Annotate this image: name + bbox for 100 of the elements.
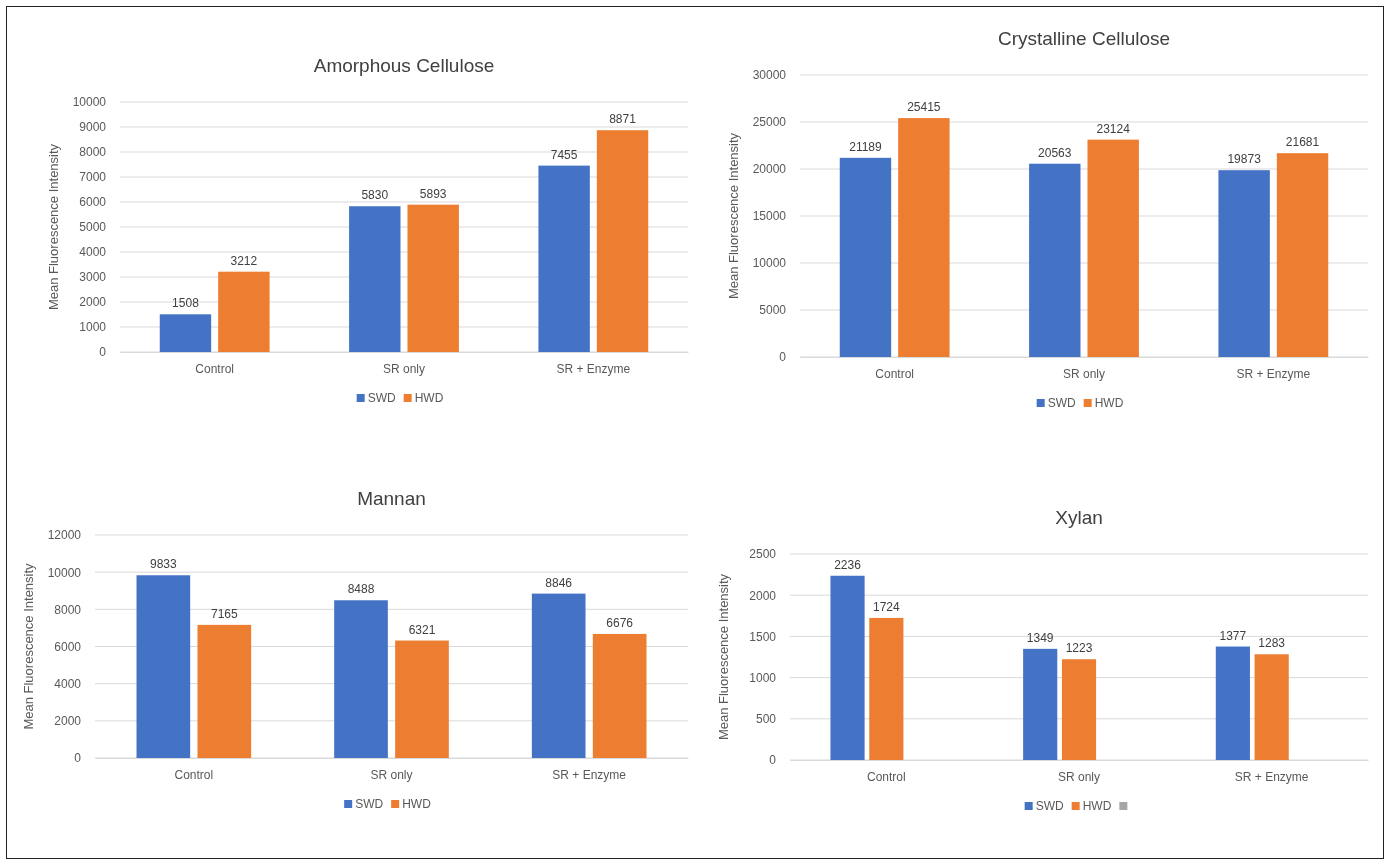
bar [592, 633, 647, 758]
chart-title: Amorphous Cellulose [313, 55, 495, 76]
data-label: 2236 [834, 557, 862, 572]
data-label: 21189 [849, 139, 883, 154]
y-tick-label: 8000 [54, 602, 82, 617]
legend-label: SWD [1047, 396, 1076, 410]
bar [531, 593, 586, 758]
y-tick-label: 6000 [79, 195, 107, 210]
y-tick-label: 10000 [47, 565, 82, 580]
y-axis-title: Mean Fluorescence Intensity [716, 573, 731, 741]
data-label: 8846 [545, 575, 573, 590]
bar [136, 575, 191, 758]
y-tick-label: 2000 [79, 295, 107, 310]
y-tick-label: 2000 [749, 588, 777, 603]
legend-label: SWD [367, 391, 396, 405]
data-label: 1377 [1219, 628, 1247, 643]
x-tick-label: Control [875, 366, 915, 381]
data-label: 8871 [609, 112, 637, 127]
x-tick-label: SR + Enzyme [1234, 769, 1309, 784]
y-tick-label: 4000 [54, 677, 82, 692]
x-tick-label: SR + Enzyme [1236, 366, 1311, 381]
y-tick-label: 1000 [79, 320, 107, 335]
x-tick-label: SR only [370, 767, 413, 782]
y-tick-label: 5000 [759, 303, 787, 318]
bar [1061, 659, 1097, 760]
x-tick-label: SR only [382, 361, 426, 376]
data-label: 25415 [907, 100, 941, 115]
legend-label: HWD [1094, 396, 1124, 410]
bar [1029, 163, 1081, 357]
data-label: 19873 [1227, 152, 1262, 167]
data-label: 6676 [606, 615, 634, 630]
bar [1215, 646, 1250, 760]
y-tick-label: 2000 [54, 714, 82, 729]
data-label: 20563 [1038, 145, 1072, 160]
data-label: 5893 [419, 186, 447, 201]
bar [395, 640, 449, 758]
y-tick-label: 10000 [72, 95, 107, 110]
y-tick-label: 0 [74, 751, 82, 766]
bar [159, 314, 212, 352]
x-tick-label: SR only [1062, 366, 1106, 381]
data-label: 1724 [872, 599, 900, 614]
y-tick-label: 25000 [752, 115, 787, 130]
bar [869, 617, 904, 760]
data-label: 7455 [550, 147, 578, 162]
data-label: 9833 [149, 557, 178, 572]
x-tick-label: Control [195, 361, 235, 376]
bar [898, 118, 950, 357]
bar [839, 157, 892, 357]
chart-title: Crystalline Cellulose [997, 28, 1171, 49]
legend-label: HWD [414, 391, 444, 405]
legend-label: SWD [1035, 799, 1064, 813]
bar [1218, 170, 1270, 357]
y-tick-label: 6000 [54, 639, 82, 654]
y-tick-label: 7000 [79, 170, 107, 185]
chart-title: Xylan [1055, 507, 1103, 528]
y-tick-label: 4000 [79, 245, 107, 260]
legend-label: HWD [1082, 799, 1112, 813]
y-tick-label: 0 [769, 753, 777, 768]
y-tick-label: 2500 [749, 547, 777, 562]
x-tick-label: SR only [1057, 769, 1101, 784]
bar [830, 575, 865, 760]
data-label: 1349 [1026, 630, 1054, 645]
bar [538, 165, 590, 352]
bar [218, 271, 270, 352]
y-tick-label: 10000 [752, 256, 787, 271]
y-tick-label: 500 [755, 712, 777, 727]
bar [197, 624, 252, 758]
data-label: 1508 [172, 296, 200, 311]
bar [407, 204, 459, 352]
data-label: 23124 [1096, 121, 1131, 136]
bar [596, 130, 649, 352]
data-label: 8488 [347, 582, 375, 597]
data-label: 7165 [210, 606, 238, 621]
data-label: 6321 [408, 622, 436, 637]
data-label: 3212 [230, 253, 258, 268]
data-label: 1283 [1258, 636, 1286, 651]
y-tick-label: 20000 [752, 162, 787, 177]
legend-label: HWD [402, 797, 432, 811]
x-tick-label: Control [866, 769, 906, 784]
bar [1276, 153, 1329, 357]
y-axis-title: Mean Fluorescence Intensity [726, 132, 741, 300]
bar [349, 206, 401, 352]
y-tick-label: 30000 [752, 68, 787, 83]
y-tick-label: 0 [779, 350, 787, 365]
y-tick-label: 0 [99, 345, 107, 360]
y-tick-label: 5000 [79, 220, 107, 235]
y-tick-label: 8000 [79, 145, 107, 160]
bar [1087, 139, 1139, 357]
data-label: 5830 [361, 188, 389, 203]
chart-title: Mannan [357, 488, 426, 509]
bar [334, 600, 388, 758]
x-tick-label: Control [174, 767, 214, 782]
data-label: 21681 [1285, 135, 1320, 150]
y-tick-label: 3000 [79, 270, 107, 285]
y-tick-label: 1500 [749, 629, 777, 644]
y-tick-label: 12000 [47, 528, 82, 543]
y-tick-label: 15000 [752, 209, 787, 224]
bar [1254, 654, 1289, 760]
bar [1023, 648, 1058, 760]
y-axis-title: Mean Fluorescence Intensity [21, 562, 36, 730]
